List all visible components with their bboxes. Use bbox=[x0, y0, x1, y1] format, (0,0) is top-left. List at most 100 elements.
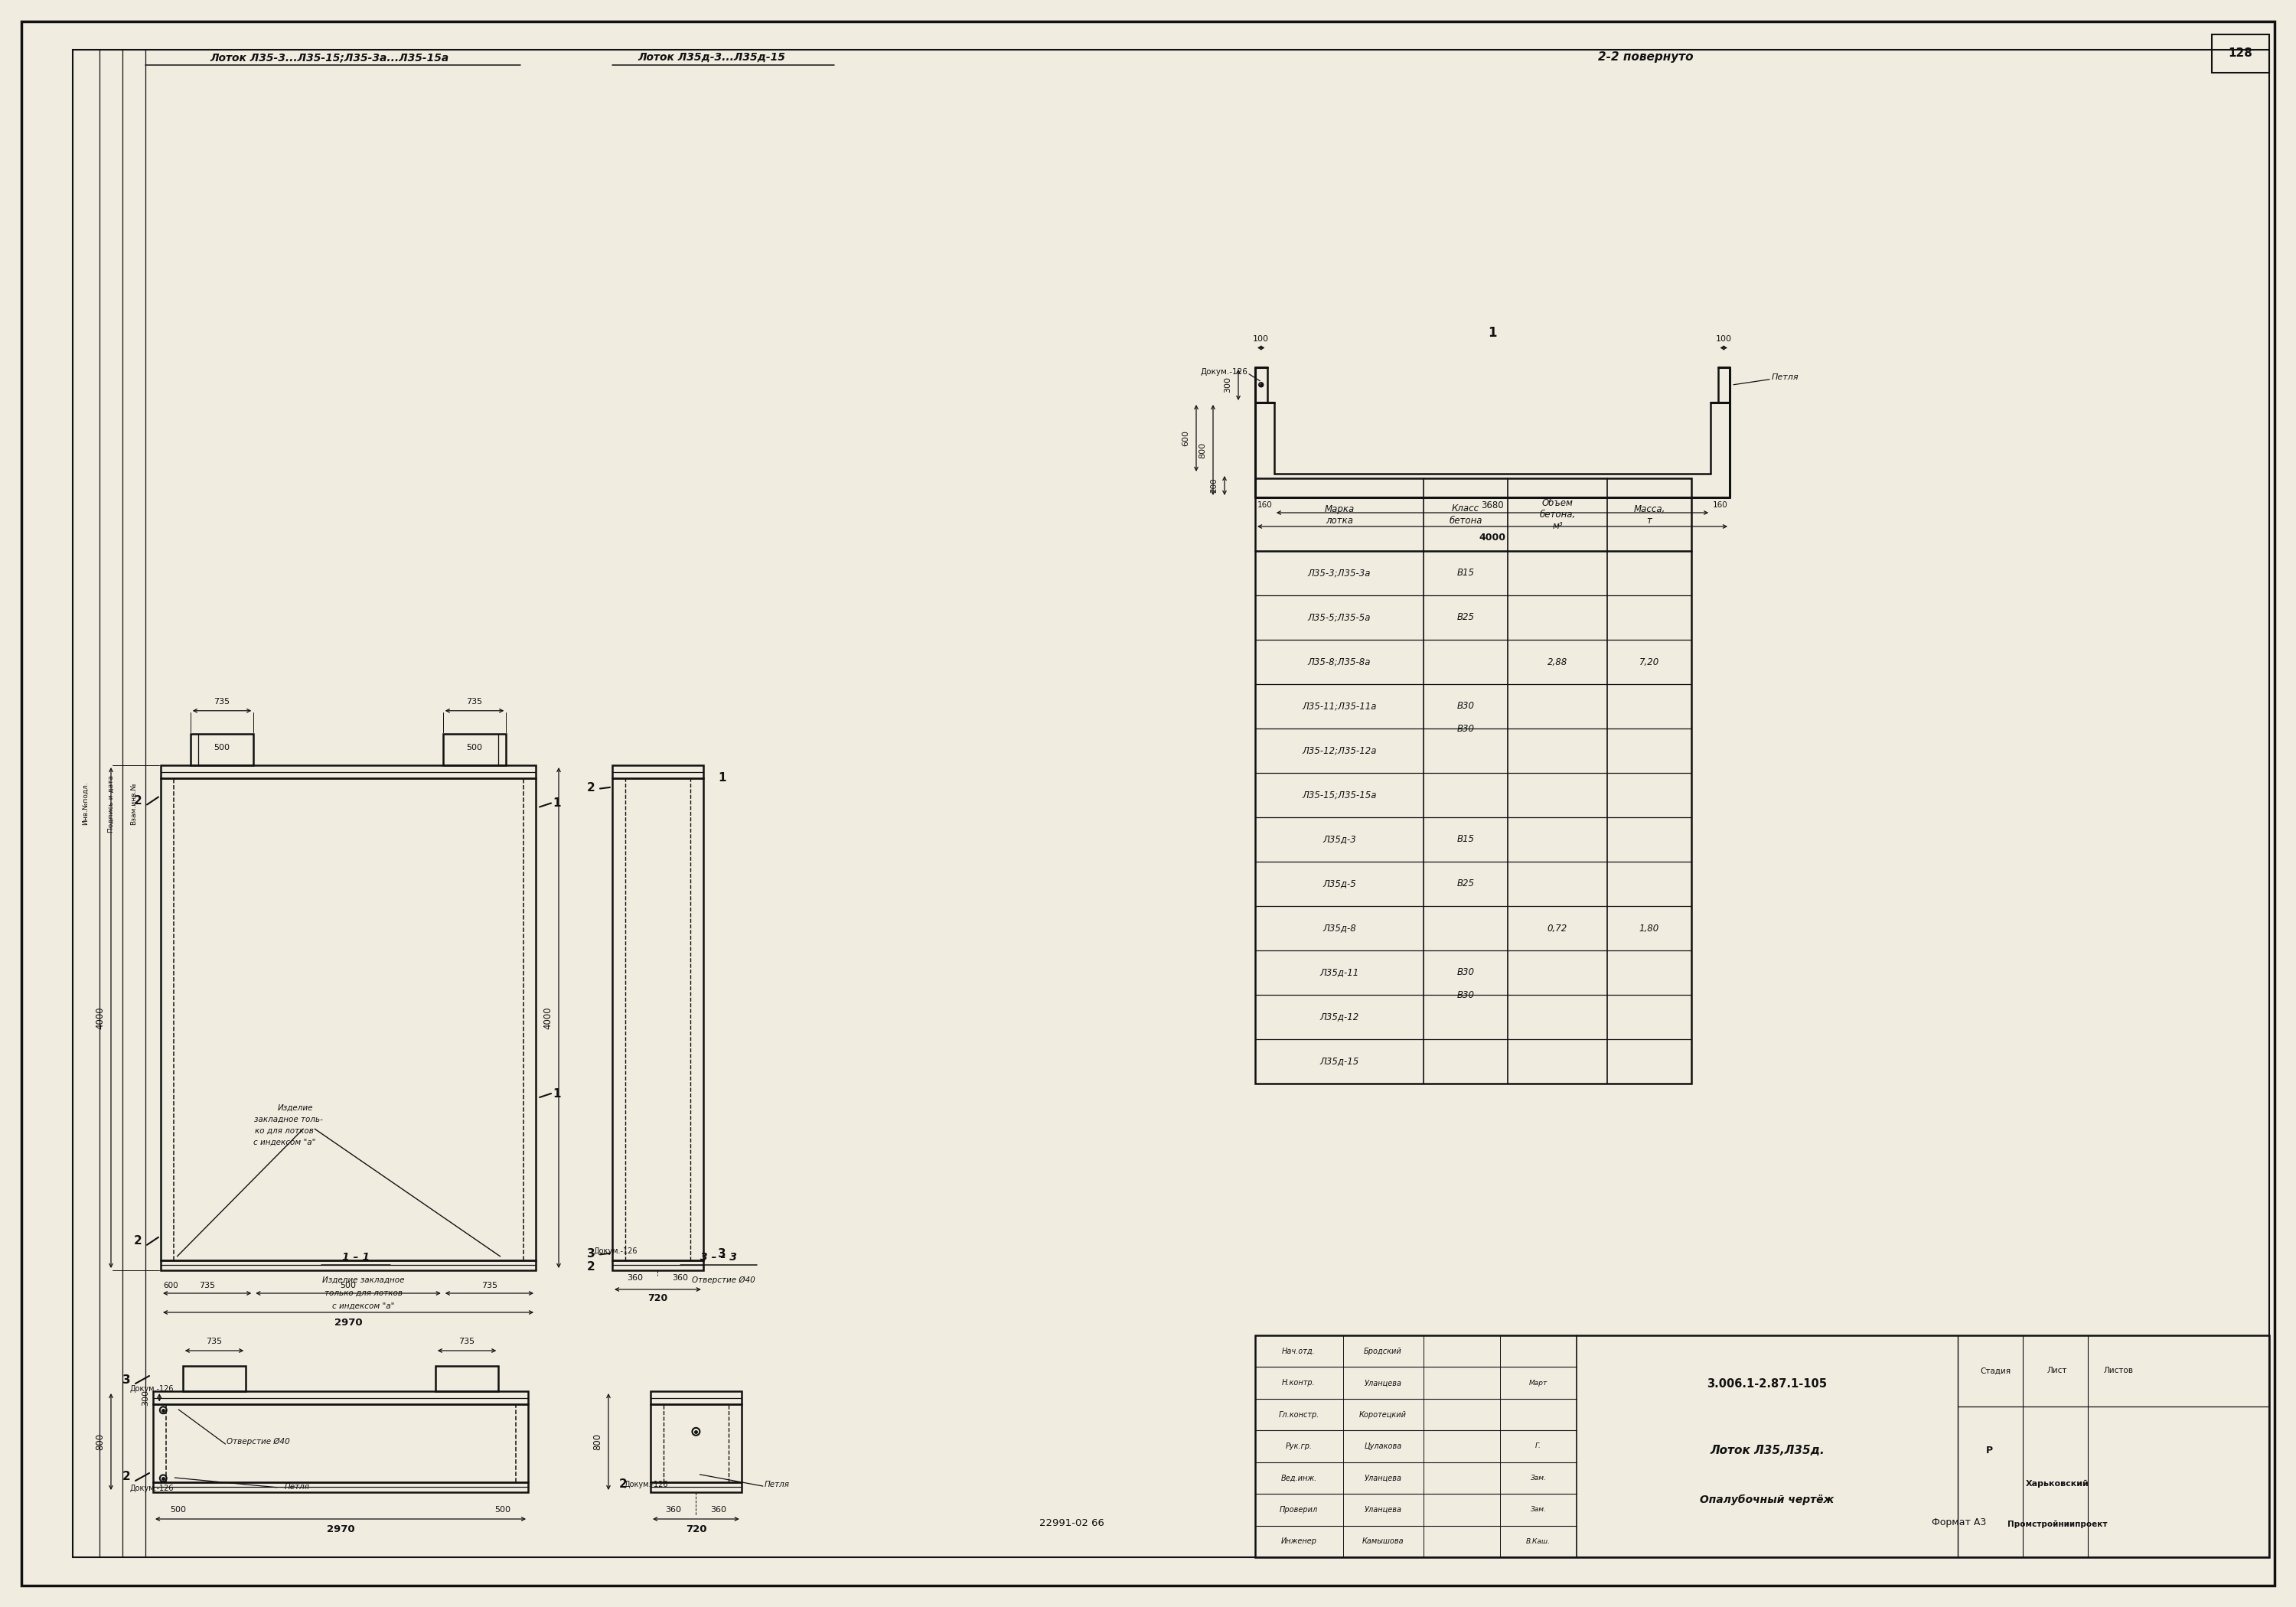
Bar bbox=[1256, 479, 1692, 1083]
Text: 360: 360 bbox=[712, 1506, 728, 1514]
Text: Уланцева: Уланцева bbox=[1364, 1379, 1401, 1387]
Text: 2: 2 bbox=[588, 1261, 595, 1273]
Text: с индексом "а": с индексом "а" bbox=[253, 1138, 315, 1146]
Bar bbox=[650, 1392, 742, 1493]
Text: 1,80: 1,80 bbox=[1639, 924, 1660, 934]
Text: 4000: 4000 bbox=[542, 1006, 553, 1028]
Bar bbox=[436, 1366, 498, 1392]
Bar bbox=[161, 765, 535, 1270]
Text: 300: 300 bbox=[142, 1390, 149, 1406]
Text: 500: 500 bbox=[496, 1506, 512, 1514]
Text: Нач.отд.: Нач.отд. bbox=[1281, 1347, 1316, 1355]
Text: 3: 3 bbox=[588, 1249, 595, 1260]
Text: 22991-02 66: 22991-02 66 bbox=[1040, 1519, 1104, 1528]
Text: ко для лотков: ко для лотков bbox=[255, 1127, 315, 1135]
Text: В30: В30 bbox=[1456, 967, 1474, 977]
Text: Л35д-15: Л35д-15 bbox=[1320, 1056, 1359, 1067]
Text: 3.006.1-2.87.1-105: 3.006.1-2.87.1-105 bbox=[1706, 1379, 1828, 1390]
Text: 3: 3 bbox=[122, 1374, 131, 1385]
Text: Л35д-12: Л35д-12 bbox=[1320, 1012, 1359, 1022]
Text: Рук.гр.: Рук.гр. bbox=[1286, 1443, 1313, 1450]
Text: В.Каш.: В.Каш. bbox=[1527, 1538, 1550, 1544]
Text: Петля: Петля bbox=[285, 1483, 310, 1491]
Text: Харьковский: Харьковский bbox=[2025, 1480, 2089, 1488]
Text: Гл.констр.: Гл.констр. bbox=[1279, 1411, 1320, 1419]
Text: Л35д-11: Л35д-11 bbox=[1320, 967, 1359, 977]
Text: 1: 1 bbox=[1488, 326, 1497, 339]
Text: Цулакова: Цулакова bbox=[1364, 1443, 1403, 1450]
Text: 100: 100 bbox=[1715, 334, 1731, 342]
Text: Петля: Петля bbox=[765, 1480, 790, 1488]
Text: Уланцева: Уланцева bbox=[1364, 1506, 1401, 1514]
Text: Л35д-8: Л35д-8 bbox=[1322, 924, 1357, 934]
Text: Лоток Л35-3...Л35-15;Л35-3а...Л35-15а: Лоток Л35-3...Л35-15;Л35-3а...Л35-15а bbox=[209, 51, 448, 63]
Text: 4000: 4000 bbox=[1479, 532, 1506, 542]
Text: Л35-12;Л35-12а: Л35-12;Л35-12а bbox=[1302, 746, 1378, 755]
Text: Стадия: Стадия bbox=[1981, 1368, 2011, 1374]
Text: Л35-5;Л35-5а: Л35-5;Л35-5а bbox=[1309, 612, 1371, 622]
Text: 2: 2 bbox=[588, 783, 595, 794]
Text: 360: 360 bbox=[666, 1506, 682, 1514]
Text: 2: 2 bbox=[122, 1470, 131, 1483]
Text: В25: В25 bbox=[1456, 879, 1474, 889]
Text: 2: 2 bbox=[133, 795, 142, 807]
Text: 2-2 повернуто: 2-2 повернуто bbox=[1598, 51, 1692, 63]
Bar bbox=[184, 1366, 246, 1392]
Text: Инв.№подл.: Инв.№подл. bbox=[83, 781, 90, 826]
Bar bbox=[154, 1392, 528, 1493]
Text: Л35д-3: Л35д-3 bbox=[1322, 834, 1357, 844]
Text: Л35-3;Л35-3а: Л35-3;Л35-3а bbox=[1309, 569, 1371, 579]
Text: Камышова: Камышова bbox=[1362, 1538, 1403, 1546]
Text: 200: 200 bbox=[1210, 477, 1217, 493]
Text: Формат А3: Формат А3 bbox=[1931, 1519, 1986, 1528]
Text: Марка
лотка: Марка лотка bbox=[1325, 505, 1355, 525]
Text: Л35-15;Л35-15а: Л35-15;Л35-15а bbox=[1302, 791, 1378, 800]
Text: 735: 735 bbox=[214, 697, 230, 705]
Text: 1: 1 bbox=[553, 1088, 560, 1099]
Text: 800: 800 bbox=[94, 1433, 106, 1450]
Text: Лоток Л35д-3...Л35д-15: Лоток Л35д-3...Л35д-15 bbox=[638, 51, 785, 63]
Text: Лист: Лист bbox=[2048, 1368, 2066, 1374]
Text: Докум.-126: Докум.-126 bbox=[131, 1485, 174, 1493]
Text: 4000: 4000 bbox=[94, 1006, 106, 1028]
Text: 800: 800 bbox=[1199, 442, 1205, 458]
Text: Л35д-5: Л35д-5 bbox=[1322, 879, 1357, 889]
Text: Петля: Петля bbox=[1773, 374, 1800, 381]
Text: 720: 720 bbox=[647, 1294, 668, 1303]
Text: Л35-8;Л35-8а: Л35-8;Л35-8а bbox=[1309, 657, 1371, 667]
Text: Подпись и дата: Подпись и дата bbox=[108, 775, 115, 832]
Bar bbox=[191, 734, 253, 765]
Text: 1: 1 bbox=[553, 797, 560, 808]
Text: Масса,
т: Масса, т bbox=[1632, 505, 1665, 525]
Text: Г.: Г. bbox=[1536, 1443, 1541, 1450]
Text: 300: 300 bbox=[1224, 376, 1231, 392]
Text: 100: 100 bbox=[1254, 334, 1270, 342]
Text: Докум.-126: Докум.-126 bbox=[1201, 368, 1247, 376]
Text: 128: 128 bbox=[2227, 48, 2252, 59]
Text: 735: 735 bbox=[466, 697, 482, 705]
Text: 2970: 2970 bbox=[335, 1318, 363, 1327]
Text: Отверстие Ø40: Отверстие Ø40 bbox=[227, 1438, 289, 1446]
Text: Март: Март bbox=[1529, 1379, 1548, 1387]
Text: Листов: Листов bbox=[2103, 1368, 2133, 1374]
Text: Промстройниипроект: Промстройниипроект bbox=[2007, 1520, 2108, 1528]
Text: 7,20: 7,20 bbox=[1639, 657, 1660, 667]
Text: 735: 735 bbox=[459, 1337, 475, 1345]
Text: Докум.-126: Докум.-126 bbox=[131, 1385, 174, 1393]
Text: 500: 500 bbox=[214, 744, 230, 752]
Text: Докум.-126: Докум.-126 bbox=[625, 1480, 668, 1488]
Text: 2: 2 bbox=[620, 1478, 627, 1490]
Text: 160: 160 bbox=[1713, 501, 1727, 509]
Text: Коротецкий: Коротецкий bbox=[1359, 1411, 1407, 1419]
Text: Изделие: Изделие bbox=[278, 1104, 315, 1112]
Text: Класс
бетона: Класс бетона bbox=[1449, 505, 1483, 525]
Text: В25: В25 bbox=[1456, 612, 1474, 622]
Text: В30: В30 bbox=[1456, 723, 1474, 733]
Text: Л35-11;Л35-11а: Л35-11;Л35-11а bbox=[1302, 701, 1378, 712]
Text: 735: 735 bbox=[200, 1282, 216, 1289]
Text: 600: 600 bbox=[163, 1282, 179, 1289]
Bar bbox=[2211, 34, 2268, 72]
Text: Н.контр.: Н.контр. bbox=[1281, 1379, 1316, 1387]
Text: 735: 735 bbox=[207, 1337, 223, 1345]
Text: 360: 360 bbox=[673, 1274, 689, 1282]
